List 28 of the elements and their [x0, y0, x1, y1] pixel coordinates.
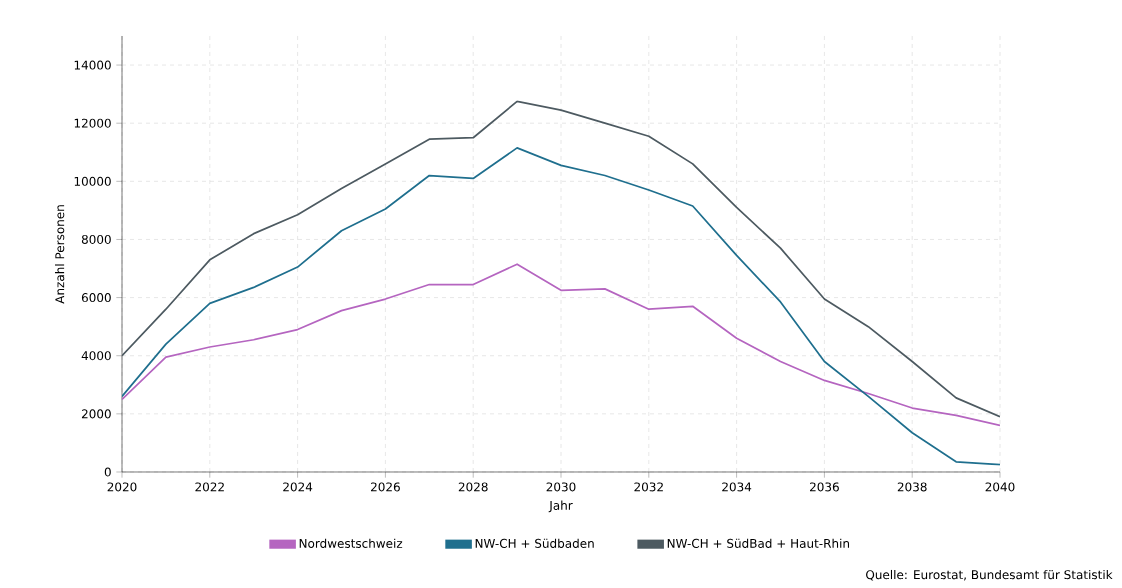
- legend-label: NW-CH + SüdBad + Haut-Rhin: [667, 538, 849, 548]
- y-tick-label: 6000: [81, 293, 111, 303]
- x-tick-label: 2034: [722, 482, 752, 492]
- y-tick-label: 2000: [81, 409, 111, 419]
- legend-label: NW-CH + Südbaden: [475, 538, 594, 548]
- x-tick-label: 2024: [283, 482, 313, 492]
- y-tick-label: 10000: [74, 176, 111, 186]
- x-tick-label: 2022: [195, 482, 224, 492]
- x-tick-label: 2038: [897, 482, 927, 492]
- line-series: [122, 100, 1000, 418]
- x-tick-label: 2036: [810, 482, 839, 492]
- x-tick-label: 2040: [985, 482, 1015, 492]
- source-note: Quelle: Eurostat, Bundesamt für Statistik: [866, 569, 1113, 581]
- x-tick-label: 2020: [107, 482, 137, 492]
- x-axis-title: Jahr: [548, 500, 573, 513]
- x-tick-label: 2026: [371, 482, 400, 492]
- y-axis-title: Anzahl Personen: [54, 205, 65, 304]
- x-tick-label: 2028: [458, 482, 488, 492]
- x-tick-label: 2032: [634, 482, 663, 492]
- line-series: [122, 147, 1000, 466]
- legend-label: Nordwestschweiz: [299, 538, 403, 548]
- x-tick-label: 2030: [546, 482, 576, 492]
- y-tick-label: 12000: [74, 118, 111, 128]
- y-tick-label: 0: [104, 467, 111, 477]
- y-tick-label: 8000: [81, 234, 111, 244]
- line-series: [122, 263, 1000, 427]
- y-tick-label: 4000: [81, 351, 111, 361]
- y-tick-label: 14000: [74, 60, 111, 70]
